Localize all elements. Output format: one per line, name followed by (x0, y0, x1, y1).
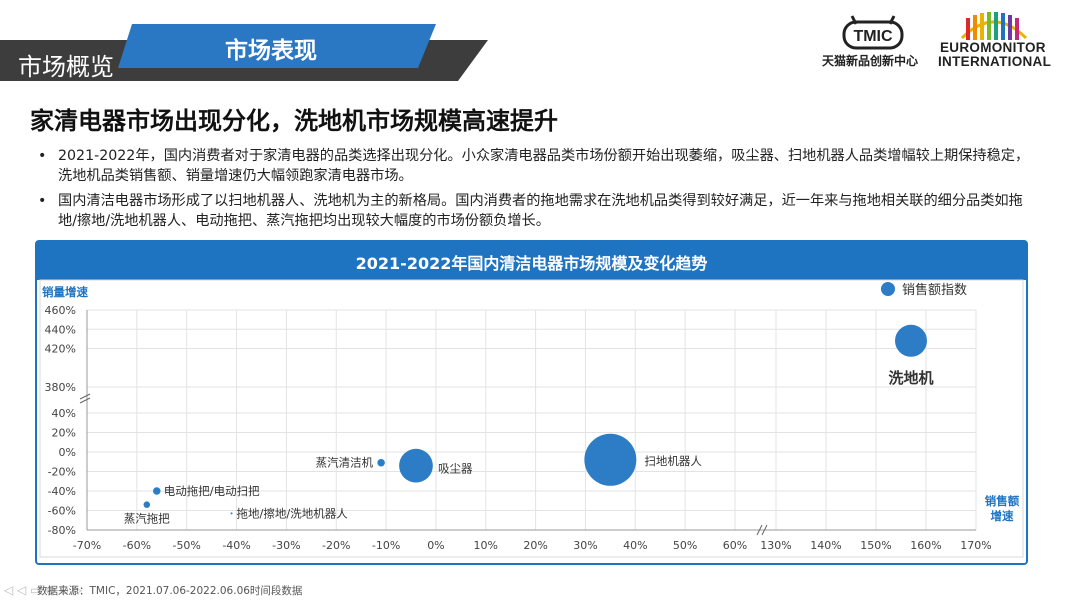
x-tick-label: 140% (810, 539, 841, 552)
bubble-point (894, 324, 928, 357)
euromonitor-logo-line2: INTERNATIONAL (938, 54, 1052, 69)
tmic-logo: TMIC (842, 15, 904, 50)
y-tick-label: 380% (45, 381, 76, 394)
x-tick-label: 150% (860, 539, 891, 552)
x-tick-label: -40% (222, 539, 250, 552)
slide-nav-icons[interactable]: ◁ ◁ ▭ ⊕ ⊖ ▷ (4, 583, 83, 597)
y-axis-title: 销量增速 (42, 285, 88, 299)
x-tick-label: 20% (523, 539, 547, 552)
bubble-label: 洗地机 (888, 369, 933, 387)
bubble-label: 拖地/擦地/洗地机器人 (237, 506, 349, 520)
x-tick-label: 50% (673, 539, 697, 552)
tab-blue-shape (118, 24, 436, 68)
euromonitor-logo-line1: EUROMONITOR (940, 40, 1046, 55)
y-tick-label: -60% (48, 505, 76, 518)
chart-title-bar (37, 242, 1026, 280)
x-tick-label: 10% (474, 539, 498, 552)
y-tick-label: 420% (45, 343, 76, 356)
x-tick-label: 60% (723, 539, 747, 552)
bubble-point (230, 512, 233, 515)
bubble-point (399, 448, 433, 483)
bubble-point (153, 487, 161, 495)
y-tick-label: -80% (48, 524, 76, 537)
x-tick-label: -70% (73, 539, 101, 552)
bullet-item-2: 国内清洁电器市场形成了以扫地机器人、洗地机为主的新格局。国内消费者的拖地需求在洗… (38, 191, 1038, 231)
legend-marker (881, 282, 895, 296)
x-axis-break (756, 524, 768, 536)
y-tick-label: 20% (52, 427, 76, 440)
x-tick-label: -30% (272, 539, 300, 552)
y-tick-label: 0% (59, 446, 76, 459)
section-label: 市场概览 (18, 53, 114, 81)
y-tick-label: 440% (45, 323, 76, 336)
y-tick-label: -20% (48, 466, 76, 479)
x-tick-label: 0% (427, 539, 444, 552)
bubble-label: 扫地机器人 (644, 454, 702, 468)
bubble-label: 电动拖把/电动扫把 (164, 484, 260, 498)
bullet-list: 2021-2022年，国内消费者对于家清电器的品类选择出现分化。小众家清电器品类… (38, 146, 1038, 236)
x-tick-label: -20% (322, 539, 350, 552)
x-tick-label: -10% (372, 539, 400, 552)
bubble-label: 吸尘器 (438, 462, 473, 476)
tmic-logo-subtitle: 天猫新品创新中心 (822, 54, 919, 68)
bubble-label: 蒸汽清洁机 (316, 456, 374, 470)
bubble-point (584, 433, 637, 486)
bubble-point (377, 458, 385, 467)
bubble-point (143, 501, 151, 508)
data-source-note: 数据来源：TMIC，2021.07.06-2022.06.06时间段数据 (37, 585, 303, 597)
x-tick-label: 160% (910, 539, 941, 552)
x-tick-label: 40% (623, 539, 647, 552)
active-tab-background (118, 24, 488, 81)
x-tick-label: 170% (960, 539, 991, 552)
section-tab-background (0, 40, 125, 81)
y-tick-label: 40% (52, 407, 76, 420)
tmic-logo-text: TMIC (853, 28, 893, 45)
euromonitor-logo-mark (960, 12, 1028, 40)
y-tick-label: -40% (48, 485, 76, 498)
x-tick-label: -50% (172, 539, 200, 552)
page-headline: 家清电器市场出现分化，洗地机市场规模高速提升 (30, 107, 558, 135)
y-tick-label: 460% (45, 304, 76, 317)
bullet-item-1: 2021-2022年，国内消费者对于家清电器的品类选择出现分化。小众家清电器品类… (38, 146, 1038, 186)
plot-frame (39, 279, 1024, 558)
legend-label: 销售额指数 (902, 282, 967, 298)
active-tab-label[interactable]: 市场表现 (225, 38, 317, 64)
x-tick-label: 130% (760, 539, 791, 552)
x-tick-label: -60% (123, 539, 151, 552)
chart-title: 2021-2022年国内清洁电器市场规模及变化趋势 (355, 254, 708, 273)
x-tick-label: 30% (573, 539, 597, 552)
x-axis-title: 销售额增速 (985, 494, 1020, 523)
bubble-label: 蒸汽拖把 (124, 512, 170, 526)
y-axis-break (79, 393, 91, 404)
